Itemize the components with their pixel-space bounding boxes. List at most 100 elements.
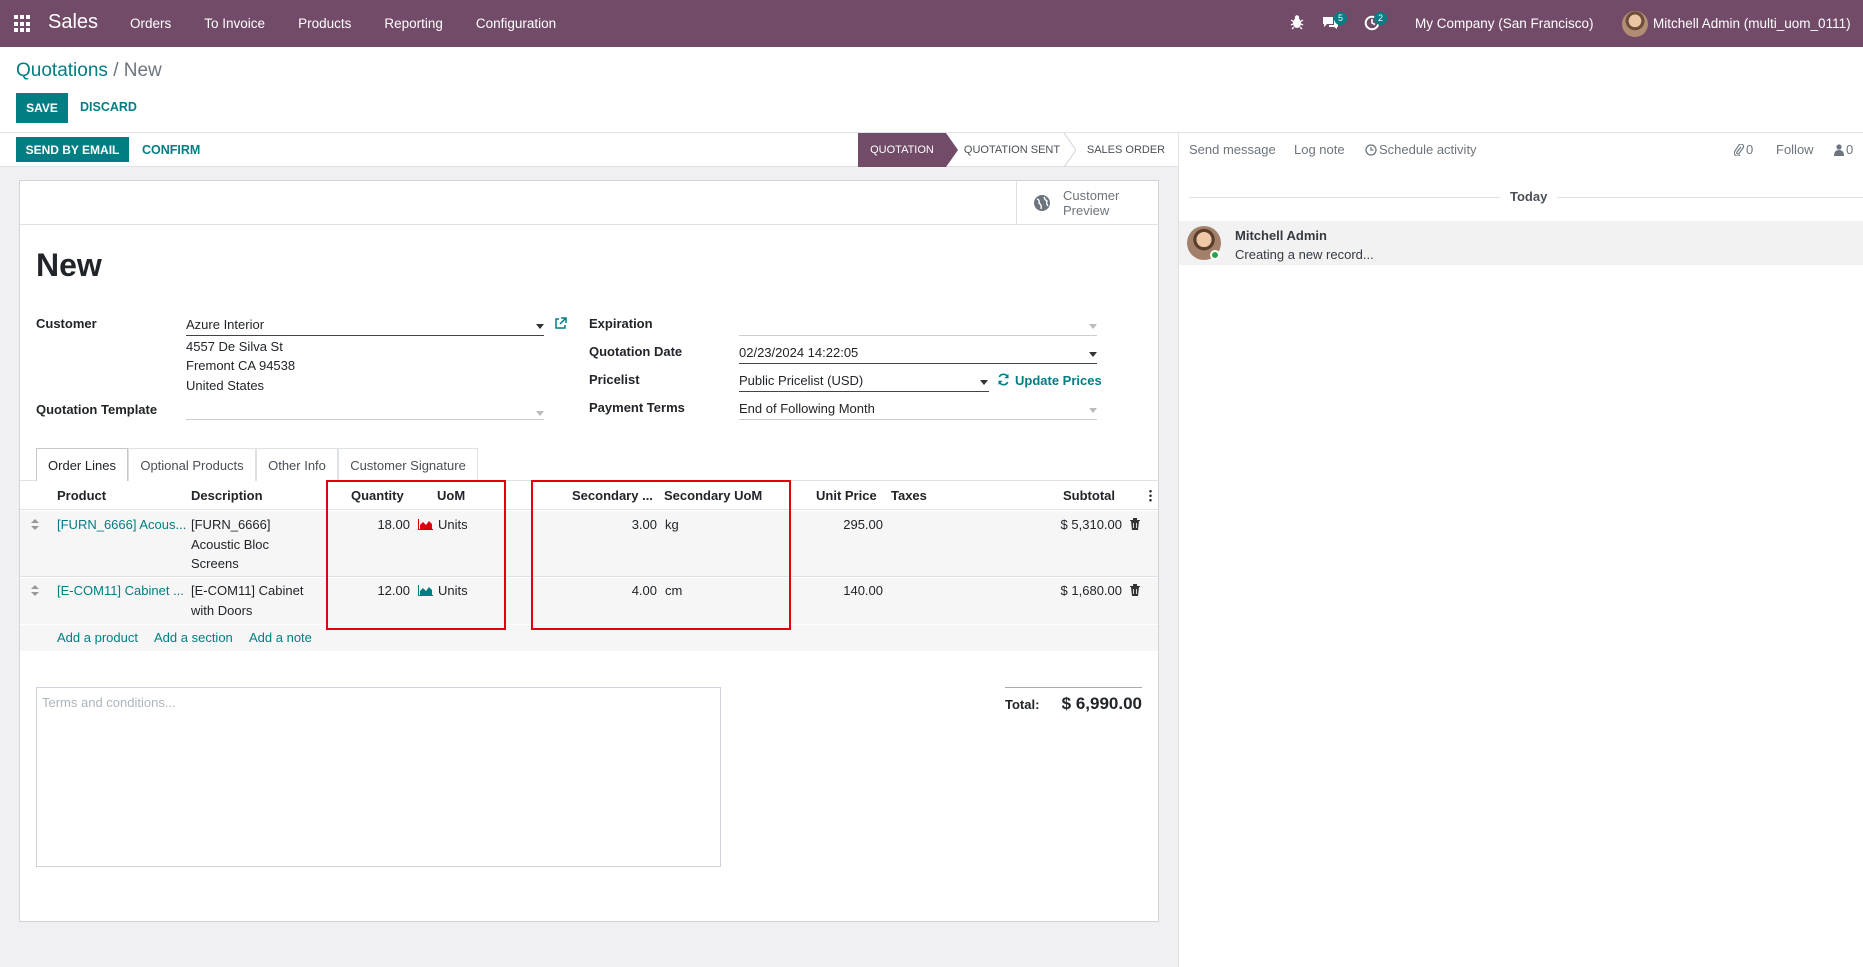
save-button[interactable]: SAVE bbox=[16, 93, 68, 123]
update-prices-button[interactable]: Update Prices bbox=[1015, 373, 1102, 388]
tab-optional-products[interactable]: Optional Products bbox=[128, 448, 256, 481]
address-line-3: United States bbox=[186, 378, 265, 393]
customer-field[interactable]: Azure Interior bbox=[186, 317, 265, 332]
row2-quantity[interactable]: 12.00 bbox=[377, 583, 410, 598]
message-author[interactable]: Mitchell Admin bbox=[1235, 228, 1327, 243]
breadcrumb: Quotations / New bbox=[16, 60, 162, 82]
row2-forecast-chart-icon[interactable] bbox=[418, 585, 433, 596]
breadcrumb-quotations[interactable]: Quotations bbox=[16, 60, 108, 81]
follow-button[interactable]: Follow bbox=[1776, 142, 1814, 157]
row2-description-line1[interactable]: [E-COM11] Cabinet bbox=[191, 583, 304, 598]
row1-secondary-qty[interactable]: 3.00 bbox=[631, 517, 657, 532]
menu-to-invoice[interactable]: To Invoice bbox=[204, 16, 266, 31]
terms-and-conditions-field[interactable]: Terms and conditions... bbox=[36, 687, 721, 867]
row1-secondary-uom[interactable]: kg bbox=[665, 517, 679, 532]
app-brand[interactable]: Sales bbox=[48, 11, 99, 33]
schedule-activity-button[interactable]: Schedule activity bbox=[1379, 142, 1477, 157]
status-bar: SEND BY EMAIL CONFIRM QUOTATION QUOTATIO… bbox=[0, 133, 1178, 167]
row1-unit-price[interactable]: 295.00 bbox=[843, 517, 883, 532]
stage-sales-order[interactable]: SALES ORDER bbox=[1086, 144, 1166, 156]
stage-quotation[interactable]: QUOTATION bbox=[858, 133, 946, 167]
row1-delete-trash-icon[interactable] bbox=[1130, 518, 1140, 530]
menu-reporting[interactable]: Reporting bbox=[384, 16, 443, 31]
debug-bug-icon[interactable] bbox=[1290, 14, 1304, 33]
row1-quantity[interactable]: 18.00 bbox=[377, 517, 410, 532]
log-note-button[interactable]: Log note bbox=[1294, 142, 1345, 157]
header-description[interactable]: Description bbox=[191, 488, 263, 503]
drag-handle-icon[interactable] bbox=[31, 585, 39, 596]
add-note-link[interactable]: Add a note bbox=[249, 630, 312, 645]
quotation-template-label: Quotation Template bbox=[36, 402, 158, 417]
header-secondary-qty[interactable]: Secondary ... bbox=[572, 488, 653, 503]
header-subtotal[interactable]: Subtotal bbox=[1063, 488, 1115, 503]
header-unit-price[interactable]: Unit Price bbox=[816, 488, 877, 503]
payment-terms-caret[interactable] bbox=[1089, 408, 1097, 413]
row1-product[interactable]: [FURN_6666] Acous... bbox=[57, 517, 187, 532]
row2-secondary-uom[interactable]: cm bbox=[665, 583, 683, 598]
add-product-link[interactable]: Add a product bbox=[57, 630, 138, 645]
tab-other-info[interactable]: Other Info bbox=[256, 448, 338, 481]
table-row[interactable] bbox=[20, 511, 1158, 577]
customer-dropdown-caret[interactable] bbox=[536, 324, 544, 329]
row2-secondary-qty[interactable]: 4.00 bbox=[631, 583, 657, 598]
address-line-2: Fremont CA 94538 bbox=[186, 358, 296, 373]
customer-field-underline bbox=[186, 335, 544, 336]
customer-preview-button[interactable]: Customer Preview bbox=[1016, 181, 1159, 225]
add-section-link[interactable]: Add a section bbox=[154, 630, 233, 645]
optional-columns-icon[interactable] bbox=[1149, 489, 1152, 502]
header-product[interactable]: Product bbox=[57, 488, 107, 503]
menu-orders[interactable]: Orders bbox=[130, 16, 172, 31]
header-uom[interactable]: UoM bbox=[437, 488, 466, 503]
menu-configuration[interactable]: Configuration bbox=[475, 16, 557, 31]
table-row[interactable] bbox=[20, 578, 1158, 624]
row1-description-line1[interactable]: [FURN_6666] bbox=[191, 517, 271, 532]
quotation-template-field[interactable] bbox=[186, 419, 544, 420]
tab-order-lines[interactable]: Order Lines bbox=[36, 448, 128, 481]
send-by-email-button[interactable]: SEND BY EMAIL bbox=[16, 137, 129, 162]
drag-handle-icon[interactable] bbox=[31, 519, 39, 530]
quotation-date-underline bbox=[739, 363, 1097, 364]
quotation-date-caret[interactable] bbox=[1089, 352, 1097, 357]
row2-description-line2[interactable]: with Doors bbox=[191, 603, 253, 618]
confirm-button[interactable]: CONFIRM bbox=[142, 143, 201, 157]
external-link-icon[interactable] bbox=[554, 317, 567, 330]
menu-products[interactable]: Products bbox=[298, 16, 352, 31]
header-taxes[interactable]: Taxes bbox=[891, 488, 927, 503]
pricelist-underline bbox=[739, 391, 989, 392]
expiration-caret[interactable] bbox=[1089, 324, 1097, 329]
user-menu[interactable]: Mitchell Admin (multi_uom_0111) bbox=[1653, 16, 1851, 31]
total-label: Total: bbox=[1005, 697, 1040, 712]
followers-count[interactable]: 0 bbox=[1846, 142, 1854, 157]
apps-menu-icon[interactable] bbox=[14, 15, 32, 33]
row1-uom[interactable]: Units bbox=[438, 517, 468, 532]
row2-delete-trash-icon[interactable] bbox=[1130, 584, 1140, 596]
attachments-count[interactable]: 0 bbox=[1746, 142, 1754, 157]
paperclip-icon[interactable] bbox=[1734, 144, 1744, 156]
discard-button[interactable]: DISCARD bbox=[80, 100, 137, 114]
quotation-template-caret[interactable] bbox=[536, 411, 544, 416]
payment-terms-field[interactable]: End of Following Month bbox=[739, 401, 875, 416]
row2-uom[interactable]: Units bbox=[438, 583, 468, 598]
stage-quotation-sent[interactable]: QUOTATION SENT bbox=[963, 144, 1061, 156]
followers-user-icon[interactable] bbox=[1834, 144, 1844, 156]
row1-description-line2[interactable]: Acoustic Bloc bbox=[191, 537, 270, 552]
row2-product[interactable]: [E-COM11] Cabinet ... bbox=[57, 583, 184, 598]
user-avatar[interactable] bbox=[1622, 11, 1648, 37]
quotation-date-field[interactable]: 02/23/2024 14:22:05 bbox=[739, 345, 859, 360]
pricelist-caret[interactable] bbox=[980, 380, 988, 385]
pricelist-label: Pricelist bbox=[589, 372, 640, 387]
tab-customer-signature[interactable]: Customer Signature bbox=[338, 448, 478, 481]
header-secondary-uom[interactable]: Secondary UoM bbox=[664, 488, 763, 503]
online-status-dot bbox=[1210, 250, 1220, 260]
refresh-icon[interactable] bbox=[997, 373, 1010, 386]
row1-description-line3[interactable]: Screens bbox=[191, 556, 239, 571]
expiration-field[interactable] bbox=[739, 335, 1097, 336]
row2-subtotal: $ 1,680.00 bbox=[1060, 583, 1122, 598]
pricelist-field[interactable]: Public Pricelist (USD) bbox=[739, 373, 864, 388]
row2-unit-price[interactable]: 140.00 bbox=[843, 583, 883, 598]
row1-forecast-chart-icon[interactable] bbox=[418, 519, 433, 530]
send-message-button[interactable]: Send message bbox=[1189, 142, 1276, 157]
customer-preview-label-1: Customer bbox=[1063, 188, 1120, 203]
company-switcher[interactable]: My Company (San Francisco) bbox=[1415, 16, 1594, 31]
header-quantity[interactable]: Quantity bbox=[351, 488, 404, 503]
